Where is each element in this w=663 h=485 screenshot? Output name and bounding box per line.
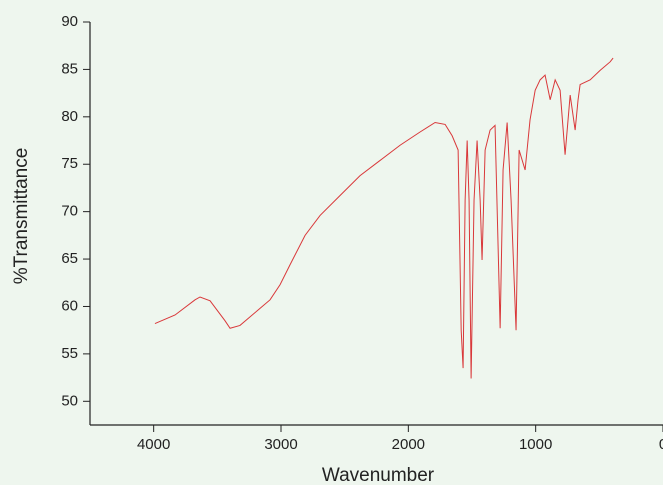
x-axis-title: Wavenumber bbox=[322, 465, 435, 485]
spectrum-line bbox=[154, 57, 614, 379]
y-tick-label: 60 bbox=[61, 297, 78, 314]
x-tick-label: 0 bbox=[659, 436, 663, 453]
y-tick-label: 80 bbox=[61, 108, 78, 125]
y-axis-title: %Transmittance bbox=[11, 148, 32, 285]
y-tick-label: 75 bbox=[61, 155, 78, 172]
x-tick-label: 4000 bbox=[137, 436, 170, 453]
x-tick-label: 2000 bbox=[392, 436, 425, 453]
x-tick-label: 1000 bbox=[519, 436, 552, 453]
y-tick-label: 50 bbox=[61, 392, 78, 409]
y-tick-label: 70 bbox=[61, 203, 78, 220]
x-tick-label: 3000 bbox=[264, 436, 297, 453]
y-tick-label: 85 bbox=[61, 60, 78, 77]
y-tick-label: 55 bbox=[61, 345, 78, 362]
y-tick-label: 65 bbox=[61, 250, 78, 267]
y-tick-label: 90 bbox=[61, 13, 78, 30]
